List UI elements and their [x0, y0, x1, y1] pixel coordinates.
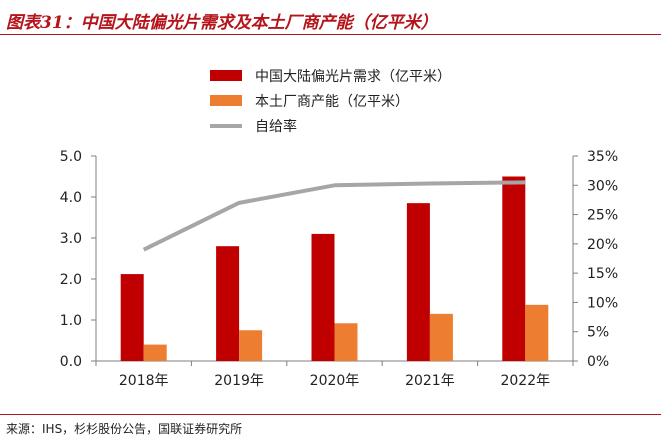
- right-tick-label: 35%: [587, 149, 618, 165]
- source-note: 来源：IHS，杉杉股份公告，国联证券研究所: [6, 422, 243, 436]
- left-tick-label: 3.0: [60, 231, 82, 247]
- left-tick-label: 2.0: [60, 272, 82, 288]
- capacity-bar: [525, 304, 549, 361]
- left-tick-label: 5.0: [60, 149, 82, 165]
- title-divider: [0, 34, 661, 35]
- demand-bar: [406, 203, 430, 361]
- x-tick-label: 2021年: [405, 373, 455, 389]
- x-tick-label: 2022年: [500, 373, 550, 389]
- capacity-bar: [429, 313, 453, 361]
- demand-bar: [502, 176, 526, 361]
- legend-label-demand: 中国大陆偏光片需求（亿平米）: [255, 69, 451, 85]
- legend-swatch-demand: [210, 70, 242, 81]
- right-tick-label: 25%: [587, 208, 618, 224]
- right-tick-label: 10%: [587, 295, 618, 311]
- capacity-bar: [239, 330, 263, 361]
- bars: [120, 176, 549, 361]
- x-tick-label: 2019年: [214, 373, 264, 389]
- right-tick-label: 20%: [587, 237, 618, 253]
- legend-swatch-capacity: [210, 95, 242, 106]
- capacity-bar: [334, 323, 358, 361]
- left-tick-label: 4.0: [60, 190, 82, 206]
- left-tick-label: 0.0: [60, 354, 82, 370]
- source-divider: [0, 414, 661, 415]
- legend-label-capacity: 本土厂商产能（亿平米）: [255, 94, 409, 110]
- ratio-line: [142, 180, 526, 252]
- demand-bar: [120, 274, 144, 361]
- left-tick-label: 1.0: [60, 313, 82, 329]
- right-tick-label: 30%: [587, 178, 618, 194]
- legend-label-ratio: 自给率: [255, 118, 297, 135]
- demand-bar: [216, 246, 240, 361]
- axes: 0.0 1.0 2.0 3.0 4.0 5.0 0% 5% 10% 15% 20% 25% 30% 35%…: [60, 149, 618, 389]
- x-tick-label: 2018年: [119, 373, 169, 389]
- right-tick-label: 15%: [587, 266, 618, 282]
- demand-bar: [311, 233, 335, 361]
- legend: 中国大陆偏光片需求（亿平米） 本土厂商产能（亿平米） 自给率: [210, 69, 451, 135]
- right-tick-label: 0%: [587, 354, 609, 370]
- figure-title: 图表31：中国大陆偏光片需求及本土厂商产能（亿平米）: [6, 13, 438, 33]
- right-tick-label: 5%: [587, 325, 609, 341]
- capacity-bar: [143, 344, 167, 361]
- ratio-line-group: [142, 180, 526, 252]
- x-tick-label: 2020年: [310, 373, 360, 389]
